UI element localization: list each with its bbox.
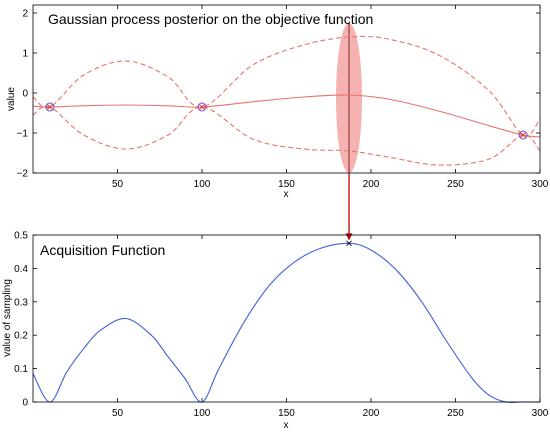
posterior-lines: [32, 35, 541, 166]
acquisition-max-marker: [346, 240, 352, 247]
x-tick-label: 50: [112, 408, 124, 419]
y-tick-label: 0.1: [14, 364, 28, 375]
connector-arrowhead: [345, 233, 353, 241]
series-mean-line: [32, 94, 541, 138]
x-tick-label: 150: [278, 179, 295, 190]
y-tick-label: 2: [22, 9, 28, 20]
y-tick-label: −1: [17, 129, 29, 140]
posterior-band: [336, 23, 363, 173]
observation-circle: [518, 130, 528, 140]
y-tick-label: 1: [22, 49, 28, 60]
x-tick-label: 250: [447, 408, 464, 419]
y-tick-label: 0: [22, 398, 28, 409]
bottom-y-ticks: 0 0.1 0.2 0.3 0.4 0.5: [14, 231, 540, 409]
x-tick-label: 250: [447, 179, 464, 190]
observation-marker: [518, 130, 528, 140]
y-tick-label: −2: [17, 169, 29, 180]
top-plot-frame: [32, 4, 541, 174]
connector-arrow: [345, 173, 353, 241]
bottom-plot-frame: [32, 234, 541, 403]
observation-markers: [45, 102, 528, 140]
top-x-ticks: 50 100 150 200 250 300: [112, 5, 549, 190]
y-tick-label: 0.4: [14, 264, 28, 275]
gp-posterior-panel: 50 100 150 200 250 300 2 1 0 −1 −2 Gaussian proce…: [6, 4, 549, 200]
bottom-x-axis-label: x: [284, 420, 289, 431]
y-tick-label: 0: [22, 89, 28, 100]
series-acquisition-line: [32, 242, 540, 404]
top-x-axis-label: x: [284, 189, 289, 200]
observation-cross-b: [520, 132, 526, 138]
max-cross-b: [346, 240, 352, 247]
x-tick-label: 300: [532, 408, 549, 419]
observation-circle: [45, 102, 55, 112]
x-tick-label: 200: [363, 179, 380, 190]
top-y-axis-label: value: [6, 87, 17, 111]
observation-marker: [197, 102, 207, 112]
x-tick-label: 150: [278, 408, 295, 419]
bottom-x-ticks: 50 100 150 200 250 300: [112, 235, 549, 419]
bottom-chart-title: Acquisition Function: [40, 242, 165, 258]
acquisition-lines: [32, 240, 540, 404]
top-y-ticks: 2 1 0 −1 −2: [17, 9, 540, 180]
x-tick-label: 300: [532, 179, 549, 190]
bottom-y-axis-label: value of sampling: [2, 279, 13, 357]
y-tick-label: 0.5: [14, 231, 28, 242]
x-tick-label: 100: [194, 179, 211, 190]
y-tick-label: 0.3: [14, 297, 28, 308]
x-tick-label: 50: [112, 179, 124, 190]
observation-cross-b: [199, 104, 205, 110]
observation-cross-b: [47, 104, 53, 110]
observation-circle: [197, 102, 207, 112]
observation-marker: [45, 102, 55, 112]
x-tick-label: 100: [194, 408, 211, 419]
y-tick-label: 0.2: [14, 331, 28, 342]
series-lower-line: [32, 105, 541, 166]
top-chart-title: Gaussian process posterior on the object…: [48, 11, 373, 27]
series-upper-line: [32, 35, 541, 137]
x-tick-label: 200: [363, 408, 380, 419]
acquisition-panel: 50 100 150 200 250 300 0 0.1 0.2 0.3 0.4 0.5 Acqui…: [2, 231, 549, 432]
